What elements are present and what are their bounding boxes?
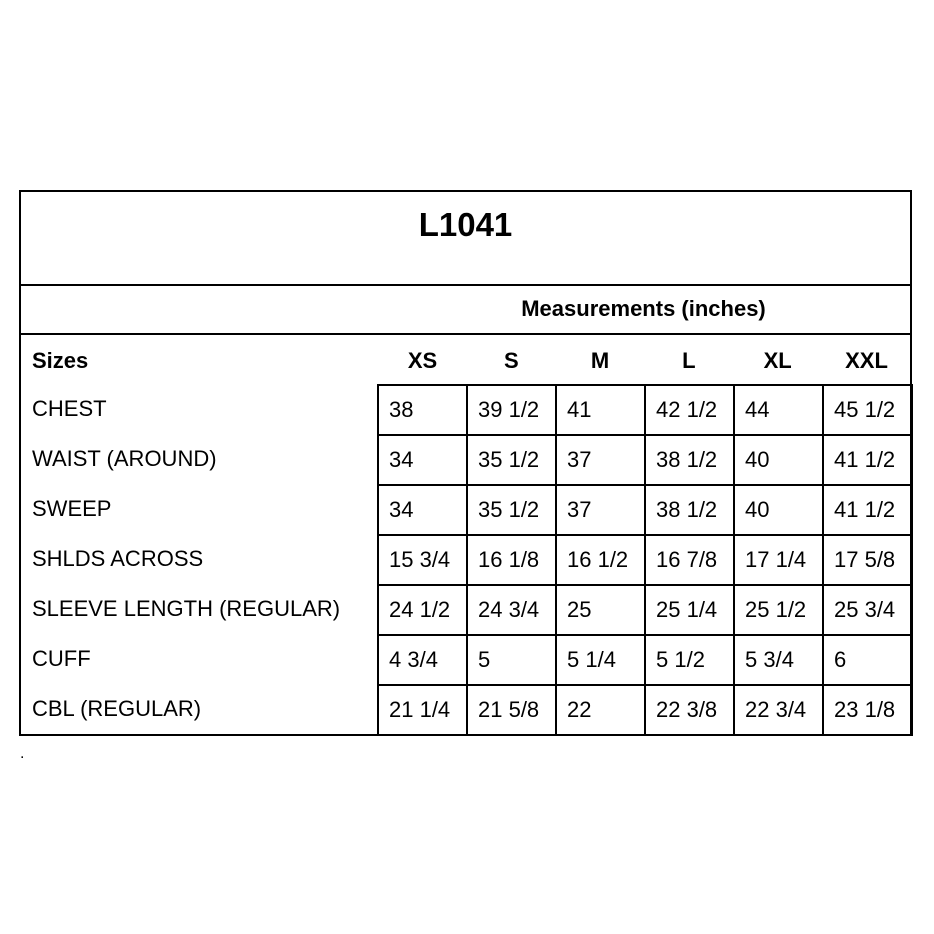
measurement-cell: 22 (555, 684, 646, 736)
row-label: SHLDS ACROSS (32, 546, 204, 571)
table-row: 15 3/4 16 1/8 16 1/2 16 7/8 17 1/4 17 5/8 (377, 534, 913, 586)
measurement-cell: 6 (822, 634, 913, 686)
row-label: CHEST (32, 396, 107, 421)
measurement-cell: 35 1/2 (466, 434, 557, 486)
measurement-cell: 5 3/4 (733, 634, 824, 686)
measurement-cell: 5 1/4 (555, 634, 646, 686)
measurement-cell: 44 (733, 384, 824, 436)
size-header: XL (763, 348, 792, 373)
measurement-cell: 23 1/8 (822, 684, 913, 736)
measurement-cell: 37 (555, 484, 646, 536)
measurement-cell: 17 1/4 (733, 534, 824, 586)
measurement-cell: 38 (377, 384, 468, 436)
measurement-cell: 41 1/2 (822, 484, 913, 536)
footnote: . (20, 745, 25, 762)
row-label: WAIST (AROUND) (32, 446, 217, 471)
measurement-cell: 34 (377, 484, 468, 536)
measurement-cell: 41 1/2 (822, 434, 913, 486)
size-header: XXL (845, 348, 888, 373)
measurement-cell: 45 1/2 (822, 384, 913, 436)
measurements-heading: Measurements (inches) (521, 296, 766, 321)
measurement-cell: 4 3/4 (377, 634, 468, 686)
measurement-cell: 35 1/2 (466, 484, 557, 536)
measurement-cell: 16 7/8 (644, 534, 735, 586)
measurement-cell: 38 1/2 (644, 484, 735, 536)
size-header: S (503, 348, 519, 373)
measurement-cell: 42 1/2 (644, 384, 735, 436)
measurement-cell: 25 1/4 (644, 584, 735, 636)
table-row: 34 35 1/2 37 38 1/2 40 41 1/2 (377, 434, 913, 486)
table-row: 24 1/2 24 3/4 25 25 1/4 25 1/2 25 3/4 (377, 584, 913, 636)
row-label: CUFF (32, 646, 91, 671)
measurement-cell: 25 (555, 584, 646, 636)
measurement-cell: 16 1/2 (555, 534, 646, 586)
measurement-cell: 41 (555, 384, 646, 436)
measurement-cell: 40 (733, 434, 824, 486)
measurement-cell: 22 3/4 (733, 684, 824, 736)
table-row: 21 1/4 21 5/8 22 22 3/8 22 3/4 23 1/8 (377, 684, 913, 736)
table-row: 38 39 1/2 41 42 1/2 44 45 1/2 (377, 384, 913, 436)
row-label: CBL (REGULAR) (32, 696, 202, 721)
row-label: SLEEVE LENGTH (REGULAR) (32, 596, 341, 621)
measurement-cell: 17 5/8 (822, 534, 913, 586)
measurement-cell: 25 3/4 (822, 584, 913, 636)
measurement-cell: 25 1/2 (733, 584, 824, 636)
measurement-cell: 5 (466, 634, 557, 686)
measurement-cell: 24 1/2 (377, 584, 468, 636)
measurements-table: 38 39 1/2 41 42 1/2 44 45 1/2 34 35 1/2 37 38 1/2… (377, 384, 913, 736)
size-header: L (682, 348, 696, 373)
size-header: M (590, 348, 610, 373)
measurement-cell: 40 (733, 484, 824, 536)
table-row: 4 3/4 5 5 1/4 5 1/2 5 3/4 6 (377, 634, 913, 686)
table-row: 34 35 1/2 37 38 1/2 40 41 1/2 (377, 484, 913, 536)
measurement-cell: 34 (377, 434, 468, 486)
row-label: SWEEP (32, 496, 112, 521)
chart-title: L1041 (21, 192, 910, 286)
divider (19, 333, 912, 335)
measurement-cell: 15 3/4 (377, 534, 468, 586)
measurement-cell: 21 1/4 (377, 684, 468, 736)
measurement-cell: 21 5/8 (466, 684, 557, 736)
measurement-cell: 38 1/2 (644, 434, 735, 486)
measurement-cell: 39 1/2 (466, 384, 557, 436)
measurement-cell: 37 (555, 434, 646, 486)
size-header: XS (407, 348, 438, 373)
measurement-cell: 24 3/4 (466, 584, 557, 636)
sizes-heading: Sizes (32, 348, 89, 373)
measurement-cell: 16 1/8 (466, 534, 557, 586)
measurement-cell: 5 1/2 (644, 634, 735, 686)
measurement-cell: 22 3/8 (644, 684, 735, 736)
